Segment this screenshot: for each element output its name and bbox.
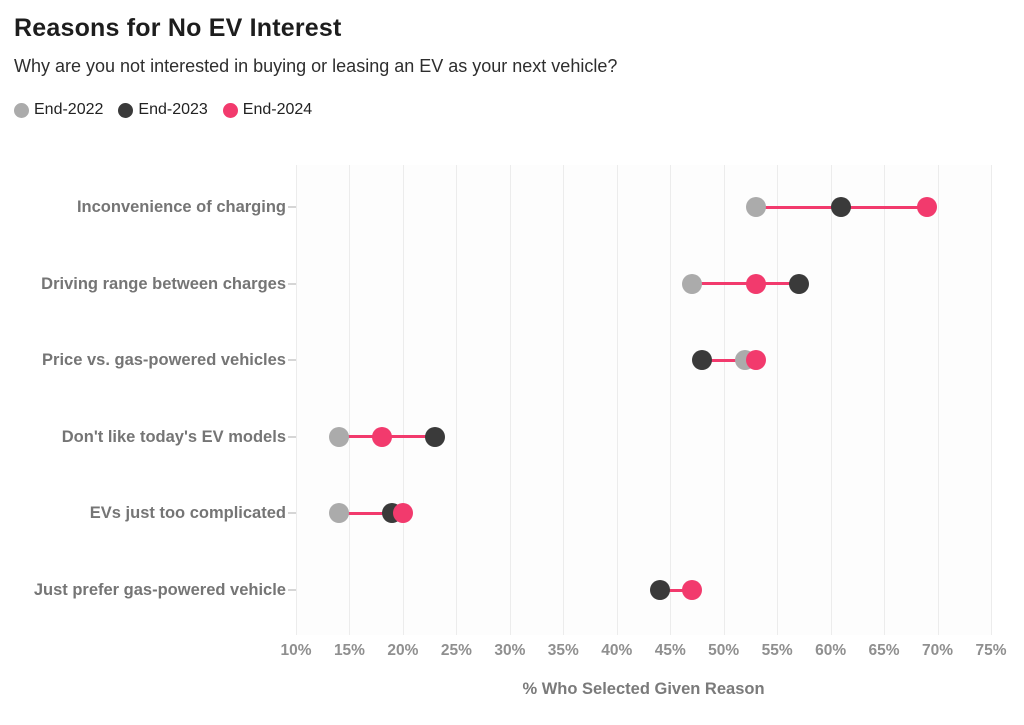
connector-driving-range-between-charges (691, 282, 799, 286)
plot-area (296, 165, 991, 635)
x-tick-10: 10% (280, 642, 312, 659)
dot-end-2022-driving-range-between-charges (681, 273, 702, 294)
legend-swatch-end-2024 (222, 102, 238, 118)
dot-end-2024-don-t-like-today-s-ev-models (371, 426, 392, 447)
chart-title: Reasons for No EV Interest (14, 14, 342, 42)
x-tick-40: 40% (601, 642, 633, 659)
dot-end-2024-just-prefer-gas-powered-vehicle (681, 580, 702, 600)
legend: End-2022 End-2023 End-2024 (14, 101, 312, 119)
dot-end-2024-driving-range-between-charges (745, 273, 766, 294)
legend-item-end-2022: End-2022 (14, 101, 103, 119)
category-label-just-prefer-gas-powered-vehicle: Just prefer gas-powered vehicle (33, 581, 286, 599)
x-tick-55: 55% (761, 642, 793, 659)
category-label-evs-just-too-complicated: EVs just too complicated (89, 504, 286, 523)
x-tick-75: 75% (975, 642, 1007, 659)
dot-end-2024-inconvenience-of-charging (916, 197, 937, 217)
x-tick-60: 60% (815, 642, 847, 659)
dot-end-2023-price-vs-gas-powered-vehicles (692, 350, 713, 371)
gridline-35 (563, 165, 565, 635)
x-tick-35: 35% (547, 642, 579, 659)
x-tick-45: 45% (654, 642, 686, 659)
legend-label-end-2022: End-2022 (34, 101, 104, 118)
dot-end-2022-don-t-like-today-s-ev-models (328, 426, 349, 447)
y-tick-evs-just-too-complicated (288, 512, 296, 515)
dot-end-2022-evs-just-too-complicated (328, 503, 349, 524)
gridline-25 (456, 165, 458, 635)
connector-just-prefer-gas-powered-vehicle (659, 588, 692, 592)
dot-end-2022-inconvenience-of-charging (745, 197, 766, 217)
legend-label-end-2024: End-2024 (242, 101, 313, 118)
gridline-15 (349, 165, 351, 635)
connector-price-vs-gas-powered-vehicles (702, 358, 756, 362)
legend-label-end-2023: End-2023 (138, 101, 208, 118)
gridline-70 (937, 165, 939, 635)
y-tick-just-prefer-gas-powered-vehicle (288, 589, 296, 591)
category-label-price-vs-gas-powered-vehicles: Price vs. gas-powered vehicles (42, 351, 286, 370)
legend-swatch-end-2022 (14, 102, 29, 118)
gridline-50 (723, 165, 725, 635)
legend-item-end-2024: End-2024 (222, 101, 313, 119)
gridline-10 (296, 165, 297, 635)
y-tick-price-vs-gas-powered-vehicles (288, 359, 296, 362)
x-tick-15: 15% (333, 642, 365, 659)
gridline-55 (777, 165, 779, 635)
y-tick-don-t-like-today-s-ev-models (288, 435, 296, 438)
gridline-75 (991, 165, 992, 635)
dot-end-2023-inconvenience-of-charging (831, 197, 852, 217)
x-axis-title: % Who Selected Given Reason (522, 680, 765, 698)
gridline-60 (830, 165, 832, 635)
x-tick-65: 65% (868, 642, 900, 659)
gridline-20 (402, 165, 404, 635)
dot-end-2023-driving-range-between-charges (788, 273, 809, 294)
legend-item-end-2023: End-2023 (118, 101, 208, 119)
x-tick-50: 50% (708, 642, 740, 659)
gridline-45 (670, 165, 672, 635)
y-tick-driving-range-between-charges (288, 282, 296, 285)
dot-end-2023-just-prefer-gas-powered-vehicle (649, 580, 670, 600)
y-tick-inconvenience-of-charging (288, 206, 296, 208)
chart-subtitle: Why are you not interested in buying or … (14, 56, 618, 76)
category-label-inconvenience-of-charging: Inconvenience of charging (76, 198, 286, 216)
legend-swatch-end-2023 (118, 102, 134, 118)
x-tick-30: 30% (494, 642, 526, 659)
dot-end-2024-evs-just-too-complicated (392, 503, 413, 524)
gridline-40 (616, 165, 618, 635)
category-label-driving-range-between-charges: Driving range between charges (41, 274, 286, 293)
gridline-65 (884, 165, 886, 635)
connector-evs-just-too-complicated (338, 511, 403, 515)
dot-end-2024-price-vs-gas-powered-vehicles (745, 350, 766, 371)
x-tick-20: 20% (387, 642, 419, 659)
gridline-30 (509, 165, 511, 635)
x-tick-70: 70% (922, 642, 954, 659)
category-label-don-t-like-today-s-ev-models: Don't like today's EV models (61, 427, 286, 446)
dot-end-2023-don-t-like-today-s-ev-models (425, 426, 445, 447)
x-tick-25: 25% (440, 642, 472, 659)
